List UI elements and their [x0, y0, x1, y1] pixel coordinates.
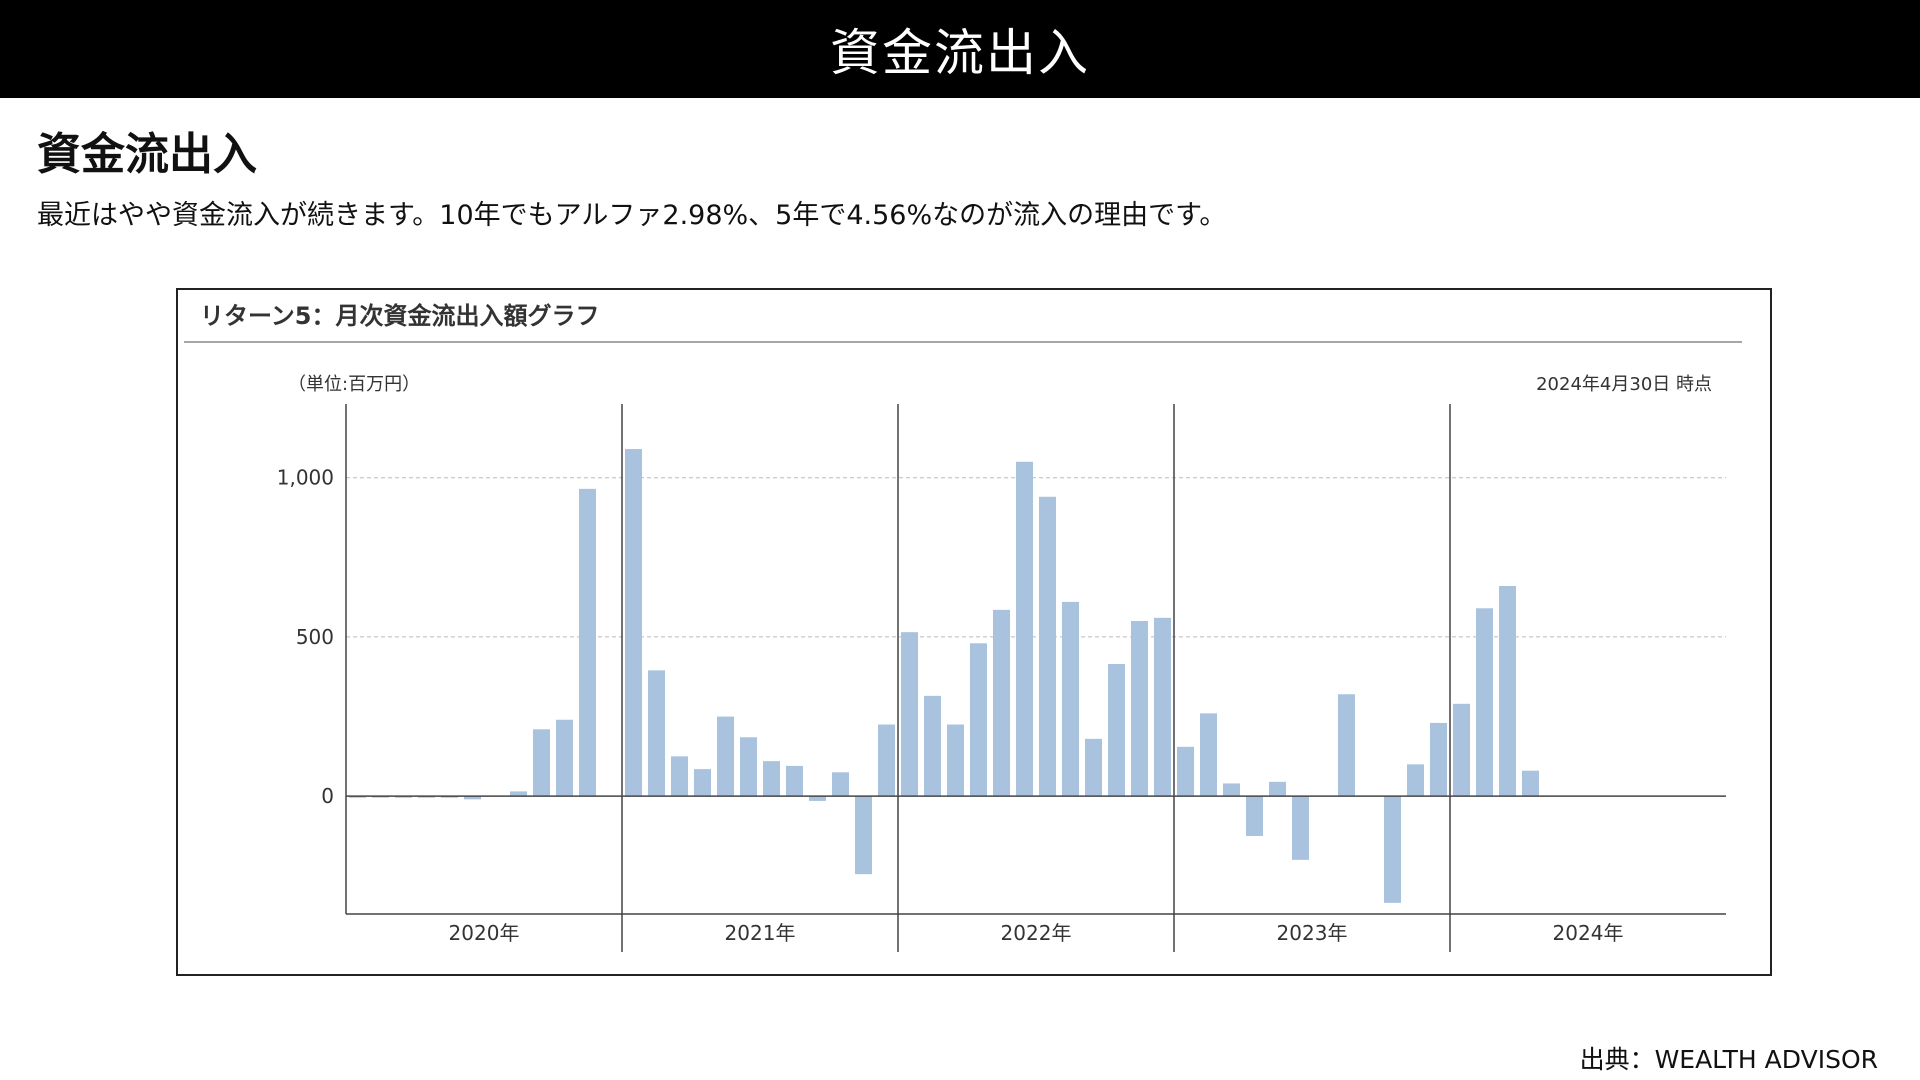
bar [394, 796, 413, 798]
y-tick-label: 500 [296, 625, 334, 649]
y-tick-label: 1,000 [277, 466, 334, 490]
bar [1521, 770, 1540, 797]
bar [1130, 621, 1149, 797]
bar [440, 796, 459, 798]
bar [1153, 617, 1172, 797]
bar [762, 761, 781, 797]
chart-panel: リターン5：月次資金流出入額グラフ （単位:百万円） 2024年4月30日 時点… [176, 288, 1772, 976]
bar [1015, 461, 1034, 797]
chart-title: リターン5：月次資金流出入額グラフ [200, 302, 600, 330]
bar [1245, 796, 1264, 836]
bar [693, 769, 712, 797]
x-tick-label: 2023年 [1277, 921, 1348, 945]
bar [624, 449, 643, 797]
bar [969, 643, 988, 797]
top-banner: 資金流出入 [0, 0, 1920, 98]
bar [1199, 713, 1218, 797]
bar [1176, 746, 1195, 797]
source-credit: 出典：WEALTH ADVISOR [1579, 1045, 1878, 1074]
x-tick-label: 2021年 [725, 921, 796, 945]
x-tick-label: 2024年 [1553, 921, 1624, 945]
bar [739, 737, 758, 797]
bar [923, 695, 942, 797]
section-description: 最近はやや資金流入が続きます。10年でもアルファ2.98%、5年で4.56%なの… [37, 200, 1227, 231]
bar [1429, 722, 1448, 797]
bar [647, 670, 666, 797]
bar [1452, 703, 1471, 797]
bar [1291, 796, 1310, 860]
flow-bar-chart: リターン5：月次資金流出入額グラフ （単位:百万円） 2024年4月30日 時点… [184, 302, 1742, 952]
bar [1038, 496, 1057, 797]
bar [555, 719, 574, 797]
bar [463, 796, 482, 800]
x-tick-label: 2020年 [449, 921, 520, 945]
bar [348, 796, 367, 798]
bar [578, 488, 597, 797]
plot-area: 0 500 1,000 2020年 2021年 2022年 2023年 2024年 [277, 404, 1726, 952]
bar [900, 632, 919, 797]
bar [808, 796, 827, 801]
bar [946, 724, 965, 797]
bar [417, 796, 436, 798]
bar [877, 724, 896, 797]
bar [716, 716, 735, 797]
y-tick-label: 0 [321, 784, 334, 808]
bar [1107, 664, 1126, 797]
bar [1498, 585, 1517, 797]
bar [1061, 601, 1080, 797]
bar [854, 796, 873, 875]
as-of-label: 2024年4月30日 時点 [1536, 374, 1712, 395]
bar [1222, 783, 1241, 797]
bar [1383, 796, 1402, 903]
bar [992, 609, 1011, 797]
section-heading: 資金流出入 [37, 129, 257, 180]
bar [831, 772, 850, 797]
bar [532, 729, 551, 797]
bar [1268, 781, 1287, 797]
bar [1084, 738, 1103, 797]
bar [670, 756, 689, 797]
bar [1406, 764, 1425, 797]
bar [371, 796, 390, 798]
bar [1475, 608, 1494, 797]
bar [785, 765, 804, 797]
banner-title: 資金流出入 [830, 24, 1090, 82]
bar [509, 791, 528, 797]
unit-label: （単位:百万円） [288, 374, 420, 395]
x-tick-label: 2022年 [1001, 921, 1072, 945]
bar [1337, 694, 1356, 797]
